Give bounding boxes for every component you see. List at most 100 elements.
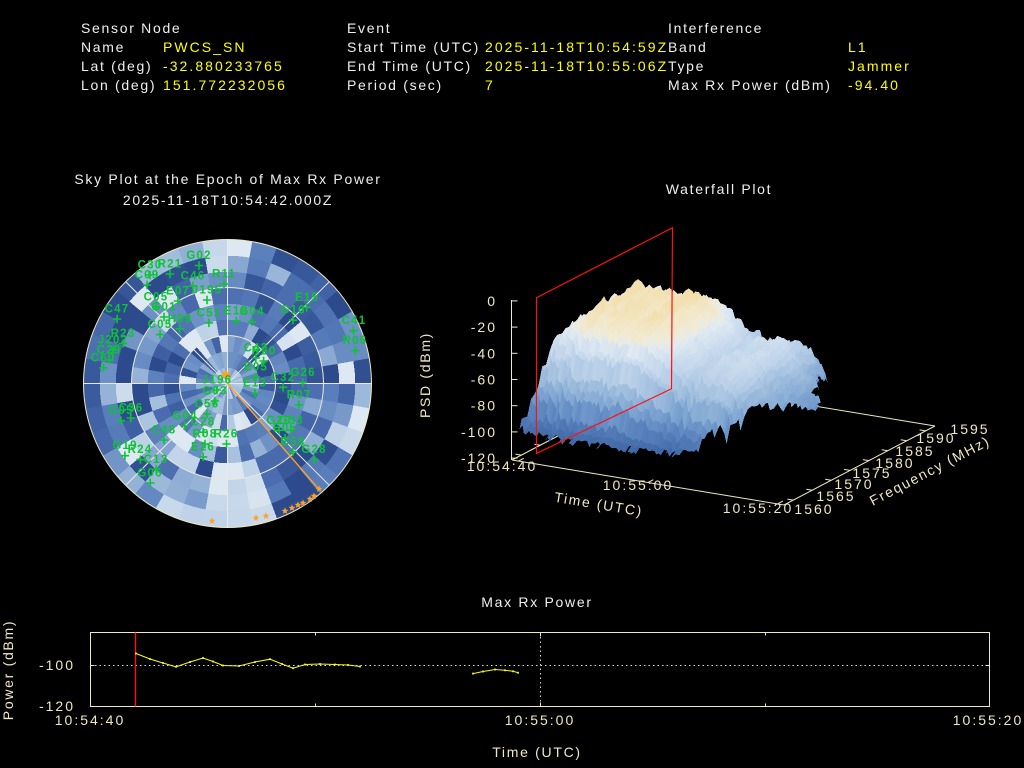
svg-text:C48: C48 <box>152 425 177 437</box>
svg-text:1565: 1565 <box>816 488 855 504</box>
svg-text:C42: C42 <box>244 343 269 355</box>
svg-text:-32.880233765: -32.880233765 <box>163 58 284 74</box>
svg-text:-20: -20 <box>471 319 497 335</box>
svg-text:C28: C28 <box>191 417 216 429</box>
svg-text:1585: 1585 <box>895 443 934 459</box>
svg-text:G19: G19 <box>112 440 137 452</box>
svg-text:J202: J202 <box>98 335 128 347</box>
svg-text:10:55:20: 10:55:20 <box>953 712 1024 728</box>
svg-text:G04: G04 <box>172 411 197 423</box>
svg-text:J195: J195 <box>192 285 222 297</box>
svg-text:E05: E05 <box>244 362 268 374</box>
svg-text:-120: -120 <box>461 450 497 466</box>
svg-text:10:54:40: 10:54:40 <box>55 712 126 728</box>
svg-text:Name: Name <box>81 39 125 55</box>
svg-text:-80: -80 <box>471 398 497 414</box>
svg-text:G02: G02 <box>186 250 211 262</box>
svg-text:E13: E13 <box>243 378 267 390</box>
svg-text:Event: Event <box>347 20 391 36</box>
svg-text:C47: C47 <box>105 304 130 316</box>
svg-text:PWCS_SN: PWCS_SN <box>163 39 247 55</box>
svg-text:-60: -60 <box>471 372 497 388</box>
svg-text:2025-11-18T10:54:59Z: 2025-11-18T10:54:59Z <box>485 39 668 55</box>
svg-text:G03: G03 <box>202 386 227 398</box>
svg-text:Jammer: Jammer <box>848 58 911 74</box>
svg-text:R11: R11 <box>212 269 236 281</box>
svg-text:-94.40: -94.40 <box>848 77 900 93</box>
svg-text:R08: R08 <box>193 429 218 441</box>
svg-text:G05: G05 <box>108 405 133 417</box>
svg-text:E26: E26 <box>191 441 215 453</box>
svg-text:E05: E05 <box>273 423 297 435</box>
svg-text:C58: C58 <box>281 436 306 448</box>
svg-text:151.772232056: 151.772232056 <box>163 77 287 93</box>
svg-text:Lon (deg): Lon (deg) <box>81 77 156 93</box>
svg-text:Lat (deg): Lat (deg) <box>81 58 152 74</box>
svg-text:G16: G16 <box>280 305 305 317</box>
svg-text:PSD (dBm): PSD (dBm) <box>417 332 433 418</box>
svg-text:R23: R23 <box>111 328 136 340</box>
svg-text:Waterfall Plot: Waterfall Plot <box>666 181 773 197</box>
svg-text:1590: 1590 <box>916 430 955 446</box>
svg-text:R26: R26 <box>214 429 239 441</box>
svg-text:-100: -100 <box>39 657 75 673</box>
svg-text:C41: C41 <box>342 315 367 327</box>
svg-text:10:55:00: 10:55:00 <box>603 477 674 493</box>
svg-text:1580: 1580 <box>875 455 914 471</box>
svg-text:2025-11-18T10:55:06Z: 2025-11-18T10:55:06Z <box>485 58 668 74</box>
svg-text:G28: G28 <box>301 444 326 456</box>
svg-text:G03: G03 <box>278 415 303 427</box>
svg-text:Interference: Interference <box>668 20 763 36</box>
svg-text:E15: E15 <box>295 292 319 304</box>
svg-text:G29: G29 <box>266 415 291 427</box>
svg-text:R07: R07 <box>287 389 312 401</box>
svg-text:Power (dBm): Power (dBm) <box>0 620 16 720</box>
svg-text:H99: H99 <box>168 313 193 325</box>
svg-text:Sky Plot at the Epoch of Max R: Sky Plot at the Epoch of Max Rx Power <box>74 171 381 187</box>
svg-text:1595: 1595 <box>950 421 989 437</box>
svg-text:Max Rx Power (dBm): Max Rx Power (dBm) <box>668 77 832 93</box>
svg-text:C32: C32 <box>271 372 296 384</box>
svg-text:7: 7 <box>485 77 495 93</box>
svg-text:-40: -40 <box>471 345 497 361</box>
svg-text:C36: C36 <box>119 403 144 415</box>
svg-text:L1: L1 <box>848 39 868 55</box>
svg-text:10:55:00: 10:55:00 <box>505 712 576 728</box>
svg-text:-100: -100 <box>461 424 497 440</box>
svg-text:C60: C60 <box>91 352 116 364</box>
svg-text:R24: R24 <box>128 444 153 456</box>
svg-text:C30: C30 <box>138 260 163 272</box>
svg-text:Band: Band <box>668 39 708 55</box>
svg-text:2025-11-18T10:54:42.000Z: 2025-11-18T10:54:42.000Z <box>123 192 333 208</box>
svg-text:Time (UTC): Time (UTC) <box>492 744 582 760</box>
svg-text:E18: E18 <box>224 305 248 317</box>
svg-text:10:55:20: 10:55:20 <box>723 500 794 516</box>
svg-text:R06: R06 <box>343 335 368 347</box>
svg-text:R20: R20 <box>252 346 277 358</box>
svg-text:C51: C51 <box>197 307 222 319</box>
svg-text:Max Rx Power: Max Rx Power <box>481 594 592 610</box>
svg-text:-120: -120 <box>39 698 75 714</box>
svg-text:1560: 1560 <box>794 501 833 517</box>
svg-text:1575: 1575 <box>852 465 891 481</box>
svg-text:C56: C56 <box>195 398 220 410</box>
svg-text:10:54:40: 10:54:40 <box>467 458 538 474</box>
svg-text:C05: C05 <box>144 292 169 304</box>
svg-text:C46: C46 <box>181 271 206 283</box>
svg-text:C05: C05 <box>148 319 173 331</box>
svg-text:Start Time (UTC): Start Time (UTC) <box>347 39 480 55</box>
svg-text:Sensor Node: Sensor Node <box>81 20 181 36</box>
svg-text:J196: J196 <box>202 375 232 387</box>
svg-text:C13: C13 <box>144 454 169 466</box>
svg-text:G26: G26 <box>290 367 315 379</box>
svg-text:End Time (UTC): End Time (UTC) <box>347 58 472 74</box>
svg-text:0: 0 <box>487 293 497 309</box>
svg-text:R21: R21 <box>158 259 183 271</box>
svg-text:Period (sec): Period (sec) <box>347 77 443 93</box>
svg-text:Type: Type <box>668 58 705 74</box>
svg-text:1570: 1570 <box>834 476 873 492</box>
svg-text:C09: C09 <box>135 270 160 282</box>
svg-text:C29: C29 <box>97 345 122 357</box>
svg-text:E07: E07 <box>166 286 190 298</box>
svg-text:G06: G06 <box>137 468 162 480</box>
